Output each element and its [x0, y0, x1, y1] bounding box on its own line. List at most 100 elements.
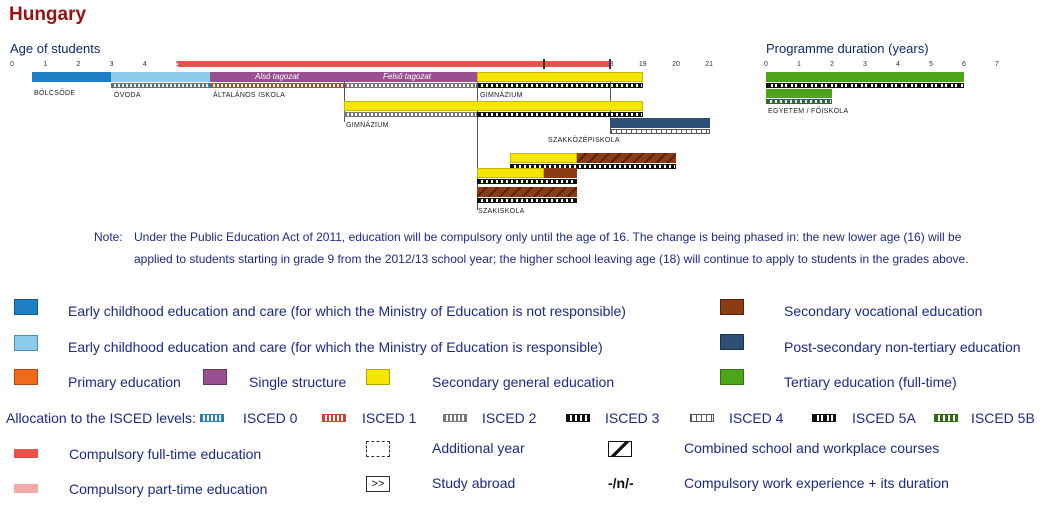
tertiary-long-bar: [766, 72, 964, 82]
legend-ecec-not: Early childhood education and care (for …: [68, 303, 626, 319]
szakiskola-voc-top-bar: [544, 168, 577, 178]
divider-14: [477, 82, 478, 210]
altalanos-upper-bar: [344, 72, 477, 82]
age-tick: 3: [109, 61, 114, 68]
ovoda-label: ÓVODA: [114, 92, 141, 99]
szakkozep-voc-bar: [577, 153, 676, 163]
legend-single: Single structure: [249, 374, 347, 390]
tertiary-short-bar: [766, 89, 832, 98]
szakkozep-isced3-strip: [510, 164, 676, 169]
swatch-primary: [14, 369, 38, 385]
note-text: Under the Public Education Act of 2011, …: [134, 226, 1034, 270]
szakiskola-general-bar: [477, 168, 544, 178]
swatch-tertiary: [720, 369, 744, 385]
legend-add-year: Additional year: [432, 440, 525, 456]
gimnazium-8yr-isced3-strip: [477, 112, 643, 117]
gimnazium-main-isced3-strip: [477, 83, 643, 88]
age-tick: 19: [638, 61, 647, 68]
legend-isced5b: ISCED 5B: [971, 410, 1035, 426]
szakiskola-label: SZAKISKOLA: [478, 208, 525, 215]
tertiary-isced5b-strip: [766, 99, 832, 104]
altalanos-isced2-strip: [344, 83, 477, 88]
duration-tick: 5: [929, 61, 933, 68]
swatch-sec-general: [366, 369, 390, 385]
duration-tick: 2: [830, 61, 834, 68]
compulsory-marker-18: [609, 59, 611, 69]
legend-sec-voc: Secondary vocational education: [784, 303, 983, 319]
altalanos-label: ÁLTALÁNOS ISKOLA: [213, 92, 286, 99]
duration-tick: 6: [962, 61, 966, 68]
isced2-swatch: [443, 414, 467, 422]
swatch-ecec-resp: [14, 335, 38, 351]
legend-isced3: ISCED 3: [605, 410, 660, 426]
note-label: Note:: [94, 230, 123, 244]
duration-tick: 7: [995, 61, 999, 68]
felso-tagozat-label: Felső tagozat: [383, 72, 432, 81]
altalanos-isced1-strip: [210, 83, 344, 88]
legend-comp-full: Compulsory full-time education: [69, 446, 262, 462]
age-axis-title: Age of students: [10, 41, 101, 56]
duration-tick: 1: [797, 61, 801, 68]
legend-comp-part: Compulsory part-time education: [69, 481, 268, 497]
szakiskola-isced-strip: [477, 179, 577, 184]
tertiary-isced5a-strip: [766, 83, 964, 88]
study-abroad-icon: >>: [366, 476, 390, 492]
swatch-sec-voc: [720, 299, 744, 315]
altalanos-lower-bar: [210, 72, 344, 82]
note-line-2: applied to students starting in grade 9 …: [134, 252, 969, 266]
post-secondary-isced4-strip: [610, 129, 710, 134]
compulsory-fulltime-bar: [178, 61, 610, 67]
szakkozep-label: SZAKKÖZÉPISKOLA: [548, 137, 620, 144]
isced3-swatch: [566, 414, 590, 422]
duration-tick: 3: [863, 61, 867, 68]
gimnazium-main-label: GIMNÁZIUM: [480, 92, 523, 99]
legend-sec-general: Secondary general education: [432, 374, 615, 390]
isced0-swatch: [200, 414, 224, 422]
work-experience-icon: -/n/-: [608, 475, 634, 491]
swatch-comp-part: [14, 484, 38, 493]
egyetem-label: EGYETEM / FŐISKOLA: [768, 108, 849, 115]
duration-tick: 0: [764, 61, 768, 68]
age-tick: 2: [76, 61, 81, 68]
legend-work-exp: Compulsory work experience + its duratio…: [684, 475, 949, 491]
legend-isced-title: Allocation to the ISCED levels:: [6, 410, 196, 426]
gimnazium-main-bar: [477, 72, 643, 82]
legend-post-sec: Post-secondary non-tertiary education: [784, 339, 1021, 355]
ovoda-isced0-strip: [111, 83, 210, 88]
swatch-comp-full: [14, 449, 38, 458]
post-secondary-bar: [610, 118, 710, 128]
legend-primary: Primary education: [68, 374, 181, 390]
legend-ecec-resp: Early childhood education and care (for …: [68, 339, 603, 355]
szakkozep-general-bar: [510, 153, 577, 163]
page-title: Hungary: [9, 4, 87, 25]
duration-axis-title: Programme duration (years): [766, 41, 929, 56]
legend-combined: Combined school and workplace courses: [684, 440, 940, 456]
legend-isced2: ISCED 2: [482, 410, 537, 426]
isced4-swatch: [690, 414, 714, 422]
age-tick: 4: [142, 61, 147, 68]
ovoda-bar: [111, 72, 210, 82]
compulsory-marker-16: [543, 59, 545, 69]
also-tagozat-label: Alsó tagozat: [255, 72, 300, 81]
legend-study-abroad: Study abroad: [432, 475, 516, 491]
gimnazium-8yr-isced2-strip: [344, 112, 477, 117]
bolcsode-bar: [32, 72, 111, 82]
additional-year-icon: [366, 441, 390, 457]
legend-isced1: ISCED 1: [362, 410, 417, 426]
szakiskola-combined-bar: [477, 187, 577, 197]
legend-isced4: ISCED 4: [729, 410, 784, 426]
isced5a-swatch: [812, 414, 836, 422]
duration-tick: 4: [896, 61, 900, 68]
gimnazium-8yr-bar: [344, 101, 643, 111]
isced1-swatch: [322, 414, 346, 422]
isced5b-swatch: [934, 414, 958, 422]
swatch-single: [203, 369, 227, 385]
legend-isced0: ISCED 0: [243, 410, 298, 426]
age-tick: 21: [705, 61, 714, 68]
age-tick: 1: [43, 61, 48, 68]
szakiskola-isced3-strip: [477, 198, 577, 203]
swatch-post-sec: [720, 334, 744, 350]
age-tick: 0: [10, 61, 14, 68]
bolcsode-label: BÖLCSŐDE: [34, 90, 76, 97]
age-tick: 20: [672, 61, 680, 68]
